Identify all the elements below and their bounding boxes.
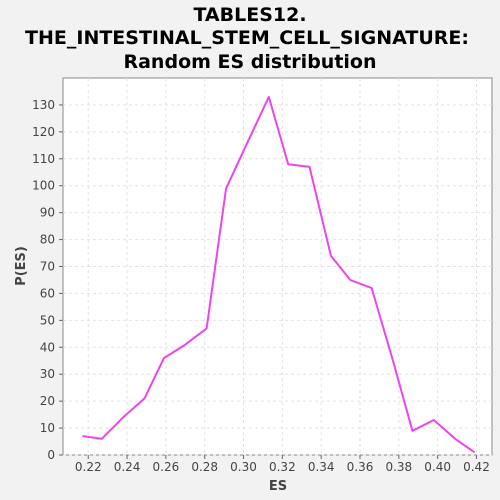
x-tick-label: 0.40 <box>424 460 451 474</box>
y-tick-label: 80 <box>40 233 55 247</box>
x-tick-label: 0.32 <box>269 460 296 474</box>
y-tick-label: 30 <box>40 367 55 381</box>
x-tick-label: 0.28 <box>191 460 218 474</box>
x-tick-label: 0.38 <box>385 460 412 474</box>
x-tick-label: 0.42 <box>463 460 490 474</box>
y-tick-label: 50 <box>40 313 55 327</box>
y-tick-label: 100 <box>32 179 55 193</box>
y-tick-label: 110 <box>32 152 55 166</box>
y-tick-label: 20 <box>40 394 55 408</box>
y-axis-label: P(ES) <box>14 246 29 286</box>
y-tick-label: 70 <box>40 260 55 274</box>
x-tick-label: 0.30 <box>230 460 257 474</box>
title-line-1: TABLES12. <box>193 4 306 26</box>
x-tick-label: 0.22 <box>75 460 102 474</box>
x-axis-label: ES <box>269 479 287 494</box>
y-tick-label: 60 <box>40 286 55 300</box>
x-tick-label: 0.24 <box>114 460 141 474</box>
chart-title: TABLES12. THE_INTESTINAL_STEM_CELL_SIGNA… <box>25 4 469 73</box>
x-axis-ticks: 0.22 0.24 0.26 0.28 0.30 0.32 0.34 0.36 0.38 0.40… <box>75 455 490 474</box>
x-tick-label: 0.36 <box>347 460 374 474</box>
y-tick-label: 0 <box>47 448 55 462</box>
x-tick-label: 0.26 <box>153 460 180 474</box>
y-tick-label: 130 <box>32 98 55 112</box>
y-tick-label: 90 <box>40 206 55 220</box>
y-tick-label: 10 <box>40 421 55 435</box>
y-axis-ticks: 0 10 20 30 40 50 60 70 80 90 100 110 120 130 <box>32 98 63 462</box>
y-tick-label: 40 <box>40 340 55 354</box>
y-tick-label: 120 <box>32 125 55 139</box>
x-tick-label: 0.34 <box>308 460 335 474</box>
title-line-3: Random ES distribution <box>123 51 376 73</box>
title-line-2: THE_INTESTINAL_STEM_CELL_SIGNATURE: <box>25 27 469 49</box>
